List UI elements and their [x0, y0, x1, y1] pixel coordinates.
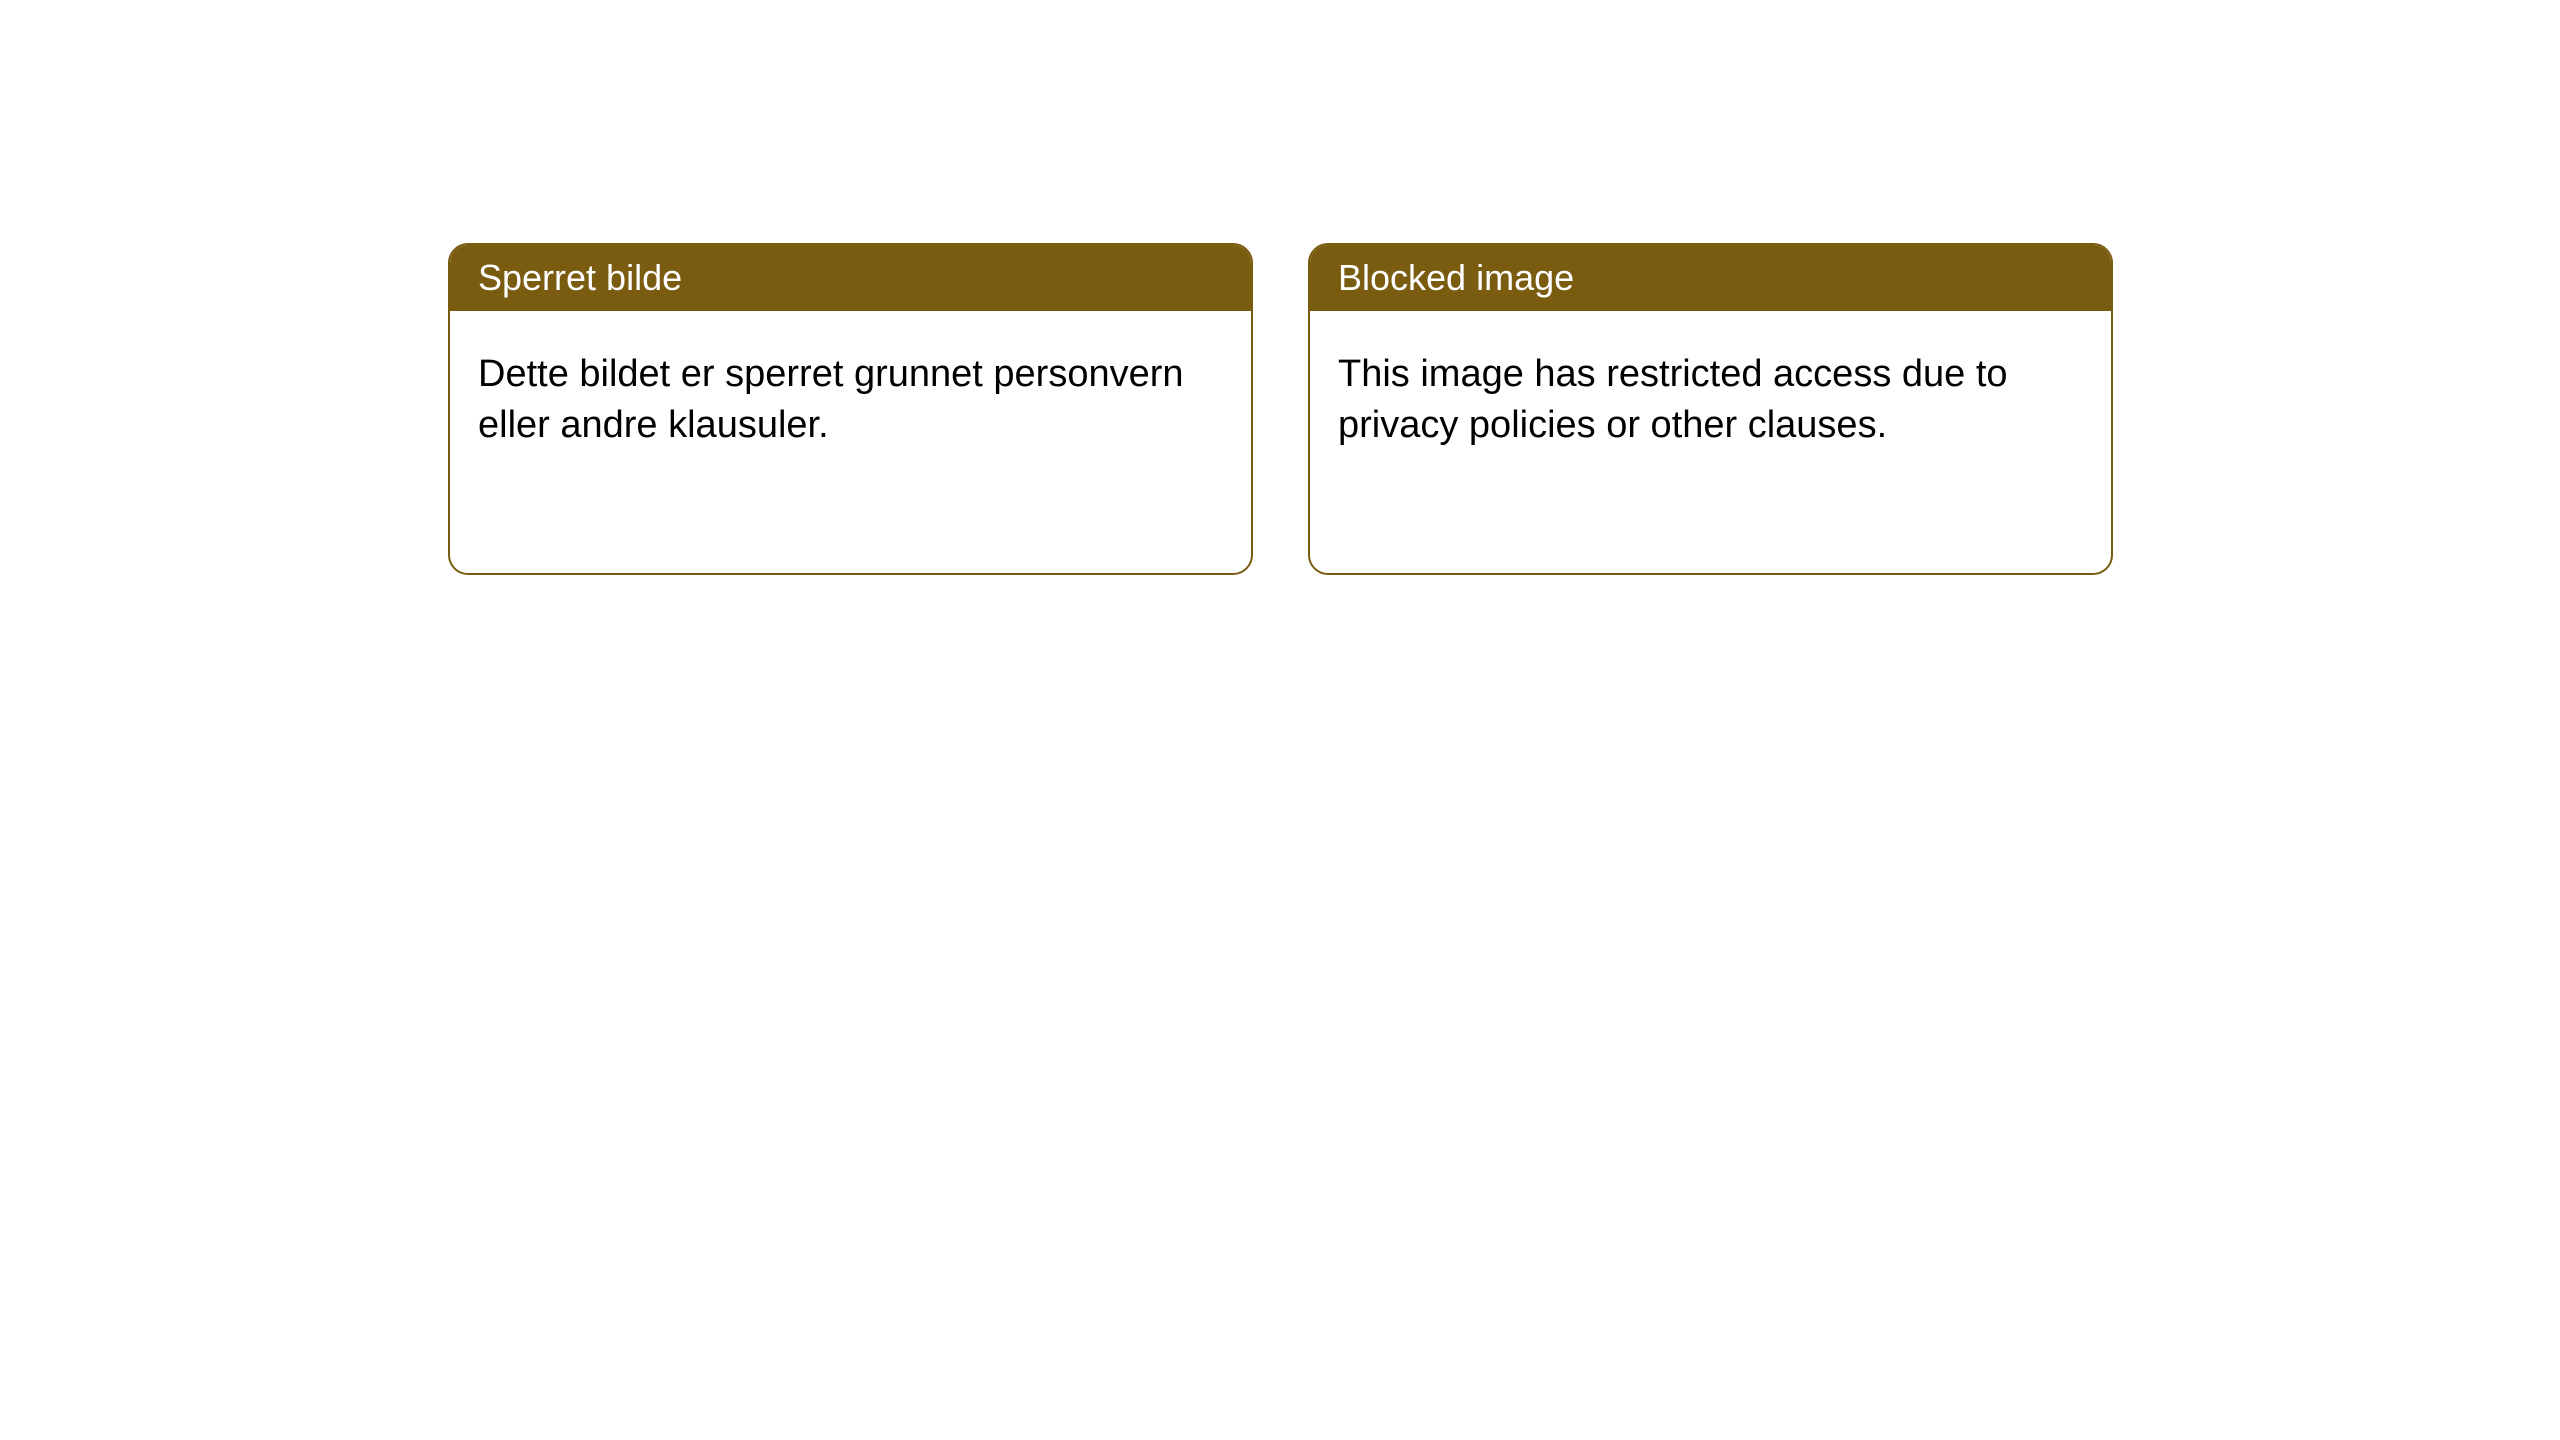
notice-container: Sperret bilde Dette bildet er sperret gr… — [0, 0, 2560, 575]
card-title-en: Blocked image — [1338, 257, 1574, 298]
card-header-no: Sperret bilde — [450, 245, 1251, 311]
card-message-no: Dette bildet er sperret grunnet personve… — [478, 353, 1184, 446]
blocked-image-card-en: Blocked image This image has restricted … — [1308, 243, 2113, 575]
card-header-en: Blocked image — [1310, 245, 2111, 311]
card-body-en: This image has restricted access due to … — [1310, 311, 2111, 490]
blocked-image-card-no: Sperret bilde Dette bildet er sperret gr… — [448, 243, 1253, 575]
card-title-no: Sperret bilde — [478, 257, 682, 298]
card-message-en: This image has restricted access due to … — [1338, 353, 2008, 446]
card-body-no: Dette bildet er sperret grunnet personve… — [450, 311, 1251, 490]
